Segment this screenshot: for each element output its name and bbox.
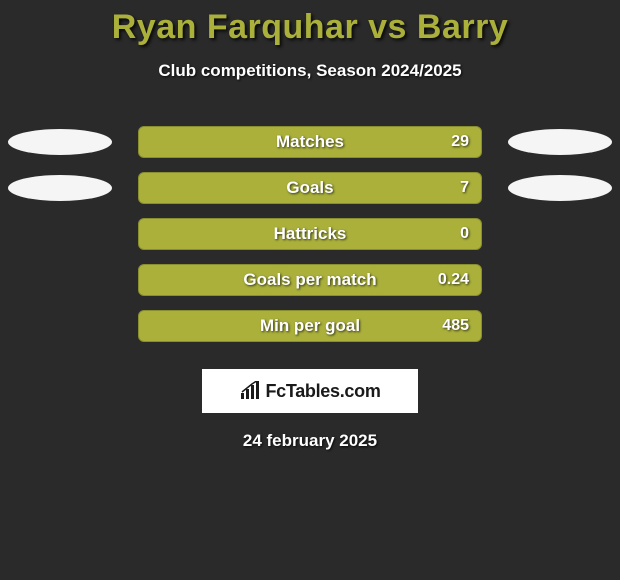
stats-list: Matches 29 Goals 7 Hattricks 0 Goals per match… [0,119,620,349]
stat-value: 7 [460,179,469,197]
stat-label: Goals [286,178,333,198]
player-left-marker [8,129,112,155]
stat-bar: Goals 7 [138,172,482,204]
stat-row: Matches 29 [0,119,620,165]
page-title: Ryan Farquhar vs Barry [0,8,620,47]
subtitle: Club competitions, Season 2024/2025 [0,61,620,81]
comparison-card: Ryan Farquhar vs Barry Club competitions… [0,0,620,451]
brand-text: FcTables.com [265,381,380,402]
stat-value: 485 [442,317,469,335]
stat-value: 0 [460,225,469,243]
date-label: 24 february 2025 [0,431,620,451]
bar-chart-icon [239,381,261,401]
stat-label: Hattricks [274,224,347,244]
stat-row: Min per goal 485 [0,303,620,349]
player-right-marker [508,129,612,155]
brand-badge: FcTables.com [202,369,418,413]
stat-bar: Matches 29 [138,126,482,158]
stat-value: 0.24 [438,271,469,289]
player-left-marker [8,175,112,201]
player-right-marker [508,175,612,201]
stat-label: Matches [276,132,344,152]
stat-label: Min per goal [260,316,360,336]
stat-label: Goals per match [243,270,376,290]
stat-row: Goals 7 [0,165,620,211]
stat-bar: Hattricks 0 [138,218,482,250]
stat-bar: Min per goal 485 [138,310,482,342]
stat-row: Hattricks 0 [0,211,620,257]
stat-value: 29 [451,133,469,151]
stat-bar: Goals per match 0.24 [138,264,482,296]
stat-row: Goals per match 0.24 [0,257,620,303]
